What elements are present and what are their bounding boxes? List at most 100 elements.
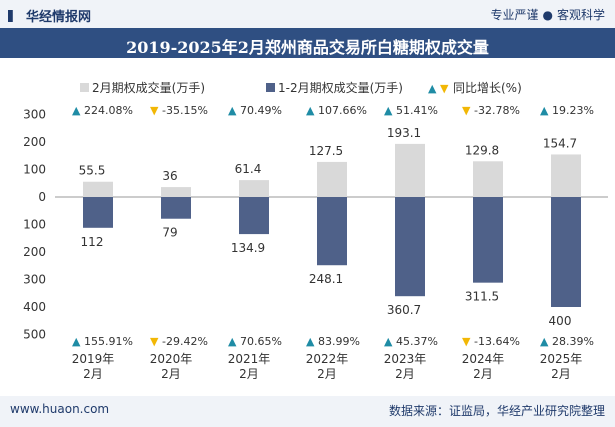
x-tick-label-line-1: 2022年 — [306, 352, 349, 366]
growth-top-label: 224.08% — [84, 104, 133, 117]
footer-bar — [0, 396, 615, 427]
data-label-series-1: 36 — [162, 169, 177, 183]
bar-series-2 — [239, 197, 269, 235]
data-label-series-1: 55.5 — [79, 164, 106, 178]
growth-top-label: -35.15% — [162, 104, 208, 117]
chart-title: 2019-2025年2月郑州商品交易所白糖期权成交量 — [126, 38, 489, 57]
x-tick-label-line-1: 2024年 — [462, 352, 505, 366]
data-label-series-2: 360.7 — [387, 303, 421, 317]
title-bar — [0, 28, 615, 58]
bar-chart: 2月期权成交量(万手) 1-2月期权成交量(万手) ▲ ▼ 同比增长(%)3002001… — [23, 80, 608, 381]
x-tick-label-line-1: 2020年 — [150, 352, 193, 366]
growth-bottom-label: 45.37% — [396, 335, 438, 348]
growth-top-label: -32.78% — [474, 104, 520, 117]
growth-top-icon: ▲ — [72, 104, 81, 117]
x-tick-label-line-1: 2025年 — [540, 352, 583, 366]
legend-swatch-series-1 — [80, 83, 89, 92]
growth-top-label: 51.41% — [396, 104, 438, 117]
slogan-right: 客观科学 — [556, 8, 605, 22]
data-label-series-1: 129.8 — [465, 143, 499, 157]
x-tick-label-line-2: 2月 — [551, 367, 571, 381]
logo-text: 华经情报网 — [26, 10, 92, 25]
y-tick-label: 0 — [38, 190, 46, 204]
x-tick-label-line-2: 2月 — [161, 367, 181, 381]
growth-top-icon: ▼ — [150, 104, 159, 117]
footer-source: 数据来源：证监局，华经产业研究院整理 — [388, 404, 605, 418]
data-label-series-1: 154.7 — [543, 136, 577, 150]
x-tick-label-line-1: 2023年 — [384, 352, 427, 366]
growth-top-icon: ▼ — [462, 104, 471, 117]
growth-bottom-icon: ▲ — [384, 335, 393, 348]
growth-top-label: 19.23% — [552, 104, 594, 117]
growth-bottom-label: 28.39% — [552, 335, 594, 348]
legend-swatch-series-2 — [266, 83, 275, 92]
legend-label-growth: 同比增长(%) — [453, 81, 522, 95]
data-label-series-2: 79 — [162, 226, 177, 240]
data-label-series-2: 134.9 — [231, 241, 265, 255]
bar-series-2 — [317, 197, 347, 266]
growth-bottom-label: 155.91% — [84, 335, 133, 348]
bar-series-1 — [317, 161, 347, 197]
footer-website[interactable]: www.huaon.com — [10, 402, 110, 416]
data-label-series-1: 61.4 — [235, 162, 262, 176]
bar-series-2 — [551, 197, 581, 307]
y-tick-label: 200 — [23, 135, 46, 149]
bar-series-1 — [83, 181, 113, 197]
bar-series-2 — [473, 197, 503, 283]
data-label-series-1: 127.5 — [309, 144, 343, 158]
growth-top-icon: ▲ — [384, 104, 393, 117]
x-tick-label-line-2: 2月 — [395, 367, 415, 381]
x-tick-label-line-2: 2月 — [83, 367, 103, 381]
slogan: 专业严谨 ● 客观科学 — [490, 6, 605, 23]
data-label-series-2: 112 — [81, 235, 104, 249]
growth-bottom-icon: ▼ — [462, 335, 471, 348]
y-tick-label: 300 — [23, 273, 46, 287]
y-tick-label: 400 — [23, 300, 46, 314]
bar-series-2 — [83, 197, 113, 228]
data-label-series-2: 248.1 — [309, 272, 343, 286]
bar-series-1 — [239, 180, 269, 197]
data-label-series-1: 193.1 — [387, 126, 421, 140]
y-tick-label: 300 — [23, 108, 46, 122]
growth-bottom-label: -13.64% — [474, 335, 520, 348]
x-tick-label-line-2: 2月 — [317, 367, 337, 381]
growth-bottom-icon: ▲ — [306, 335, 315, 348]
growth-top-label: 70.49% — [240, 104, 282, 117]
growth-bottom-label: 83.99% — [318, 335, 360, 348]
x-tick-label-line-1: 2019年 — [72, 352, 115, 366]
growth-top-icon: ▲ — [306, 104, 315, 117]
data-label-series-2: 400 — [549, 314, 572, 328]
top-bar — [0, 0, 615, 28]
bar-series-1 — [161, 187, 191, 197]
x-tick-label-line-1: 2021年 — [228, 352, 271, 366]
growth-top-label: 107.66% — [318, 104, 367, 117]
growth-top-icon: ▲ — [540, 104, 549, 117]
y-tick-label: 200 — [23, 245, 46, 259]
y-tick-label: 100 — [23, 218, 46, 232]
growth-bottom-icon: ▲ — [72, 335, 81, 348]
x-tick-label-line-2: 2月 — [473, 367, 493, 381]
legend-label-series-1: 2月期权成交量(万手) — [92, 80, 205, 95]
bar-series-2 — [395, 197, 425, 297]
logo-icon — [8, 10, 13, 22]
growth-bottom-icon: ▲ — [540, 335, 549, 348]
bar-series-2 — [161, 197, 191, 219]
growth-bottom-icon: ▲ — [228, 335, 237, 348]
legend-up-icon: ▲ — [428, 82, 437, 95]
x-tick-label-line-2: 2月 — [239, 367, 259, 381]
growth-bottom-label: -29.42% — [162, 335, 208, 348]
legend-down-icon: ▼ — [440, 82, 449, 95]
growth-top-icon: ▲ — [228, 104, 237, 117]
logo[interactable]: 华经情报网 — [8, 6, 91, 25]
bar-series-1 — [473, 161, 503, 197]
growth-bottom-icon: ▼ — [150, 335, 159, 348]
bar-series-1 — [395, 143, 425, 197]
y-tick-label: 100 — [23, 163, 46, 177]
y-tick-label: 500 — [23, 328, 46, 342]
data-label-series-2: 311.5 — [465, 290, 499, 304]
bar-series-1 — [551, 154, 581, 197]
legend-label-series-2: 1-2月期权成交量(万手) — [278, 80, 403, 95]
slogan-left: 专业严谨 — [490, 8, 539, 22]
bullet-icon: ● — [542, 8, 553, 22]
